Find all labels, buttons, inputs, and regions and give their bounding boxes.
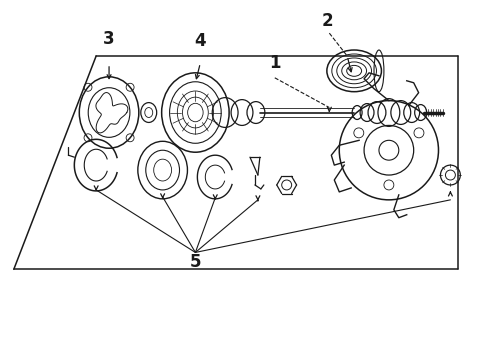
- Text: 3: 3: [103, 30, 115, 48]
- Text: 5: 5: [190, 253, 201, 271]
- Text: 4: 4: [195, 32, 206, 50]
- Text: 2: 2: [321, 12, 333, 30]
- Text: 1: 1: [269, 54, 280, 72]
